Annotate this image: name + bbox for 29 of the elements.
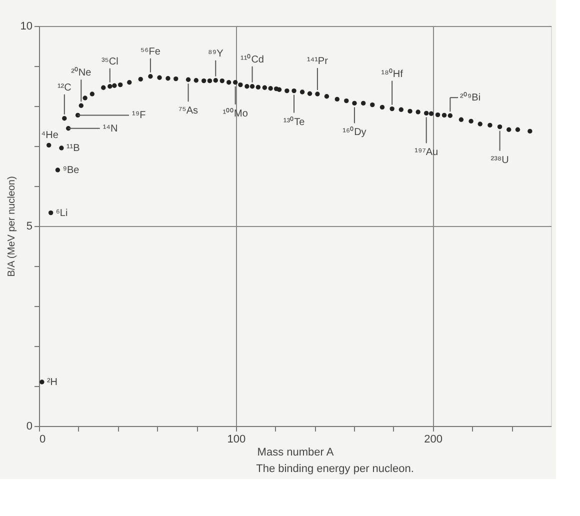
annotation: ¹⁴¹Pr [306, 56, 329, 67]
annotation: ¹²C [57, 82, 72, 94]
annotation: ⁵⁶Fe [140, 46, 161, 58]
annotation: ⁶Li [56, 208, 68, 219]
annotation: ⁷⁵As [178, 106, 198, 117]
annotation: ¹⁴N [102, 123, 118, 134]
annotation: ¹⁶⁰Dy [342, 126, 366, 138]
annotation: ⁹Be [62, 165, 80, 176]
annotation: ²⁰Ne [71, 66, 92, 79]
annotation: ²H [46, 377, 58, 388]
y-axis-title: B/A (MeV per nucleon) [6, 176, 18, 277]
x-tick-label: 100 [227, 434, 246, 446]
annotation: ¹⁸⁰Hf [381, 68, 404, 80]
annotation: ³⁵Cl [101, 56, 118, 68]
annotation: ⁴He [41, 130, 59, 142]
x-axis-title: Mass number A [257, 446, 334, 458]
annotation: ⁸⁹Y [208, 48, 224, 60]
x-tick-label: 0 [40, 434, 46, 446]
annotation: ²⁰⁹Bi [460, 92, 481, 104]
y-tick-label: 10 [20, 20, 32, 32]
x-tick-label: 200 [424, 434, 443, 446]
annotation: ¹¹B [66, 143, 80, 154]
annotation: ¹⁹F [132, 110, 146, 122]
y-tick-label: 5 [26, 220, 32, 232]
y-tick-label: 0 [26, 420, 32, 432]
text: The binding energy per nucleon. [256, 463, 414, 475]
annotation: ¹³⁰Te [283, 116, 306, 128]
annotation: ²³⁸U [490, 154, 509, 166]
annotation: ¹¹⁰Cd [240, 53, 264, 66]
